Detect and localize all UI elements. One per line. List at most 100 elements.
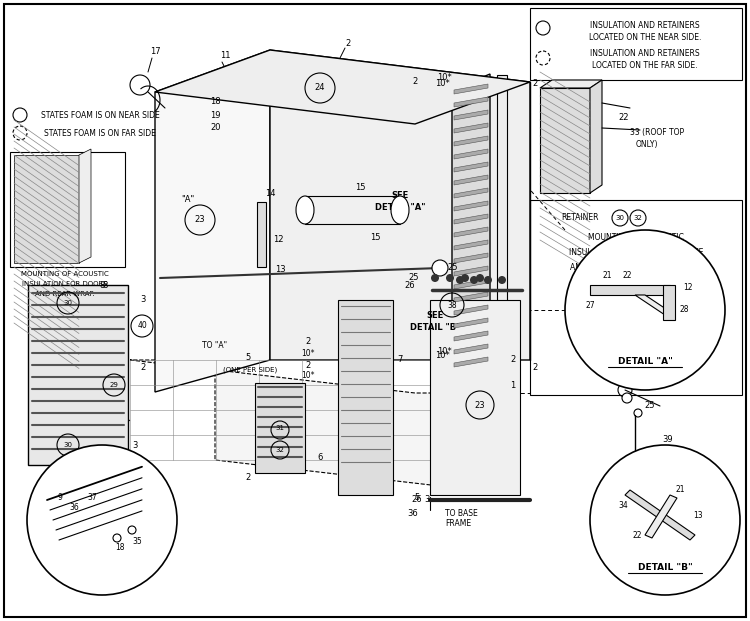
Text: 2: 2 xyxy=(532,363,537,373)
Bar xyxy=(530,200,742,395)
Text: INSULATION FOR ROOFTOP, INTAKE: INSULATION FOR ROOFTOP, INTAKE xyxy=(568,248,704,258)
Circle shape xyxy=(456,276,464,284)
Text: RETAINER: RETAINER xyxy=(561,214,598,222)
Text: 3: 3 xyxy=(132,440,138,450)
Text: 13: 13 xyxy=(274,266,285,274)
Text: 36: 36 xyxy=(407,509,418,517)
Bar xyxy=(255,383,305,473)
Text: 1: 1 xyxy=(510,381,516,389)
Text: 32: 32 xyxy=(634,215,643,221)
Text: INSULATION AND RETAINERS: INSULATION AND RETAINERS xyxy=(590,48,700,58)
Text: (ONE PER SIDE): (ONE PER SIDE) xyxy=(223,367,278,373)
Text: 22: 22 xyxy=(622,271,632,279)
Text: 10*: 10* xyxy=(435,78,450,88)
Polygon shape xyxy=(454,331,488,341)
Text: MOUNTING OF ACOUSTIC: MOUNTING OF ACOUSTIC xyxy=(588,233,684,242)
Text: VARIATIONS.: VARIATIONS. xyxy=(612,294,660,302)
Text: DETAIL "A" AND "B" FOR SPLITTER: DETAIL "A" AND "B" FOR SPLITTER xyxy=(571,278,701,288)
Text: STATES FOAM IS ON FAR SIDE: STATES FOAM IS ON FAR SIDE xyxy=(44,129,156,137)
Text: 23: 23 xyxy=(195,215,206,225)
Text: 35: 35 xyxy=(132,538,142,546)
Text: 10*: 10* xyxy=(435,350,450,360)
Text: 10*: 10* xyxy=(302,348,315,358)
Polygon shape xyxy=(454,214,488,224)
Polygon shape xyxy=(454,97,488,107)
Bar xyxy=(430,300,520,495)
Text: 25: 25 xyxy=(409,273,419,283)
Text: 30: 30 xyxy=(64,442,73,448)
Polygon shape xyxy=(645,495,677,538)
Text: 2: 2 xyxy=(305,337,310,347)
Text: DETAIL "A": DETAIL "A" xyxy=(617,358,673,366)
Circle shape xyxy=(27,445,177,595)
Text: 26: 26 xyxy=(404,281,415,291)
Text: 28: 28 xyxy=(680,306,689,314)
Text: 21: 21 xyxy=(675,486,685,494)
Circle shape xyxy=(498,276,506,284)
Text: AND REAR WRAP.: AND REAR WRAP. xyxy=(35,291,94,297)
Polygon shape xyxy=(663,285,675,320)
Text: 2: 2 xyxy=(532,79,537,89)
Polygon shape xyxy=(540,80,602,88)
Polygon shape xyxy=(454,175,488,185)
Text: 18: 18 xyxy=(116,543,124,553)
Circle shape xyxy=(432,260,448,276)
Text: 10*: 10* xyxy=(302,371,315,381)
Text: 7: 7 xyxy=(398,355,403,365)
Text: 6: 6 xyxy=(317,453,322,463)
Polygon shape xyxy=(270,50,530,360)
Text: 25: 25 xyxy=(645,401,656,409)
Text: 2: 2 xyxy=(305,361,310,369)
Text: 2: 2 xyxy=(510,355,516,365)
Text: 3: 3 xyxy=(424,496,430,504)
Text: 23: 23 xyxy=(475,401,485,409)
Text: 3: 3 xyxy=(140,296,146,304)
Text: 8: 8 xyxy=(102,281,108,289)
Text: 24: 24 xyxy=(315,83,326,93)
Bar xyxy=(497,75,507,380)
Text: TO "A": TO "A" xyxy=(202,340,227,350)
Text: 11: 11 xyxy=(220,52,230,60)
Polygon shape xyxy=(454,305,488,315)
Polygon shape xyxy=(79,149,91,263)
Circle shape xyxy=(590,445,740,595)
Text: 30: 30 xyxy=(64,300,73,306)
Text: STATES FOAM IS ON NEAR SIDE: STATES FOAM IS ON NEAR SIDE xyxy=(40,111,159,119)
Polygon shape xyxy=(590,285,670,295)
Text: 16: 16 xyxy=(632,378,642,386)
Text: SEE: SEE xyxy=(392,191,409,199)
Text: 37: 37 xyxy=(87,494,97,502)
Text: ONLY): ONLY) xyxy=(636,140,658,148)
Text: 9: 9 xyxy=(58,494,62,502)
Text: 15: 15 xyxy=(370,233,380,242)
Polygon shape xyxy=(635,295,675,315)
Polygon shape xyxy=(625,490,695,540)
Polygon shape xyxy=(454,292,488,302)
Text: 5: 5 xyxy=(245,353,250,363)
Text: FRAME: FRAME xyxy=(445,520,471,528)
Polygon shape xyxy=(454,266,488,276)
Text: "A": "A" xyxy=(182,196,195,204)
Text: 2: 2 xyxy=(413,78,418,86)
Polygon shape xyxy=(454,188,488,198)
Bar xyxy=(257,202,266,267)
Circle shape xyxy=(565,230,725,390)
Text: 26: 26 xyxy=(411,496,422,504)
Text: 40: 40 xyxy=(137,322,147,330)
Text: 36: 36 xyxy=(69,504,79,512)
Polygon shape xyxy=(454,279,488,289)
Polygon shape xyxy=(454,162,488,172)
Text: DETAIL "A": DETAIL "A" xyxy=(375,202,425,212)
Text: 12: 12 xyxy=(683,284,692,292)
Polygon shape xyxy=(454,201,488,211)
Polygon shape xyxy=(454,318,488,328)
Text: 18: 18 xyxy=(210,97,220,106)
Polygon shape xyxy=(14,155,79,263)
Circle shape xyxy=(476,274,484,282)
Polygon shape xyxy=(454,123,488,133)
Text: MOUNTING OF ACOUSTIC: MOUNTING OF ACOUSTIC xyxy=(21,271,109,277)
Text: 21: 21 xyxy=(602,271,612,279)
Polygon shape xyxy=(454,357,488,367)
Polygon shape xyxy=(454,344,488,354)
Text: 27: 27 xyxy=(585,301,595,309)
